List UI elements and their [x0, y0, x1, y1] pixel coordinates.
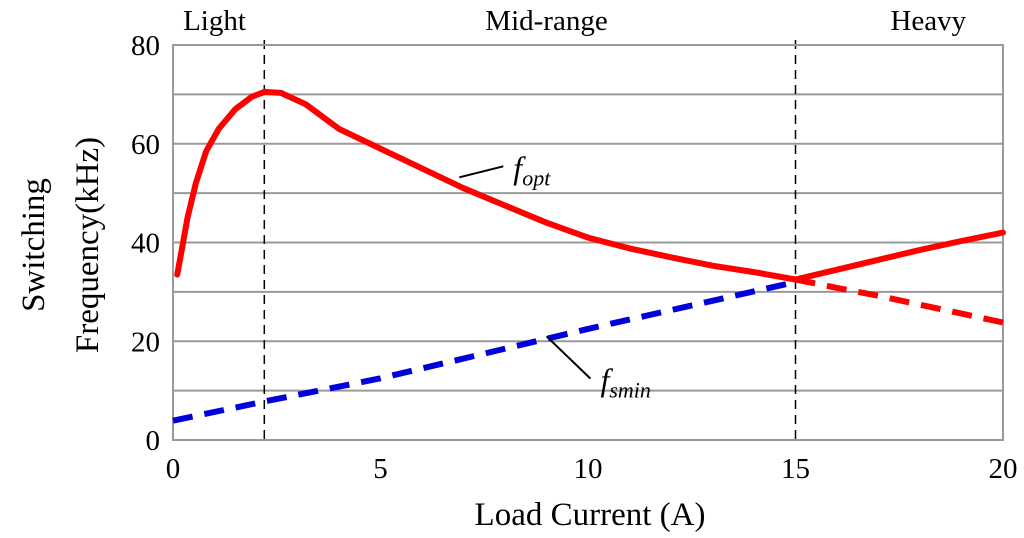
- y-axis-title-line1: Switching: [16, 178, 52, 312]
- y-axis-title-line2: Frequency(kHz): [70, 137, 106, 353]
- annotation-leader-line: [545, 335, 592, 380]
- x-tick-label: 0: [166, 453, 181, 485]
- x-tick-labels: 0 5 10 15 20: [166, 453, 1018, 485]
- y-tick-label: 0: [146, 425, 161, 457]
- region-label-heavy: Heavy: [890, 5, 966, 37]
- x-tick-label: 20: [989, 453, 1018, 485]
- y-tick-labels: 0 20 40 60 80: [131, 30, 160, 457]
- annotation-label-opt: fopt: [513, 149, 551, 190]
- x-tick-label: 10: [574, 453, 603, 485]
- series-line-f-opt-heavy: [792, 229, 1006, 283]
- x-axis-title: Load Current (A): [475, 497, 706, 533]
- region-label-mid-range: Mid-range: [485, 5, 607, 37]
- y-tick-label: 20: [131, 326, 160, 358]
- annotations: fopt fsmin: [459, 149, 651, 403]
- plot-frame: [172, 44, 1004, 441]
- series-line-f-opt-extrapolated: [794, 276, 1004, 326]
- x-tick-label: 15: [781, 453, 810, 485]
- grid: [173, 44, 1003, 392]
- series-line-f-opt: [174, 88, 799, 283]
- region-label-light: Light: [183, 5, 246, 37]
- series-group: [172, 88, 1006, 424]
- region-boundaries: [263, 40, 797, 440]
- x-tick-label: 5: [373, 453, 388, 485]
- y-tick-label: 40: [131, 228, 160, 260]
- y-tick-label: 80: [131, 30, 160, 62]
- annotation-leader-line: [459, 165, 504, 179]
- annotation-label-smin: fsmin: [600, 362, 650, 403]
- y-tick-label: 60: [131, 129, 160, 161]
- region-labels: Light Mid-range Heavy: [183, 5, 967, 37]
- series-line-f-smin: [172, 279, 797, 424]
